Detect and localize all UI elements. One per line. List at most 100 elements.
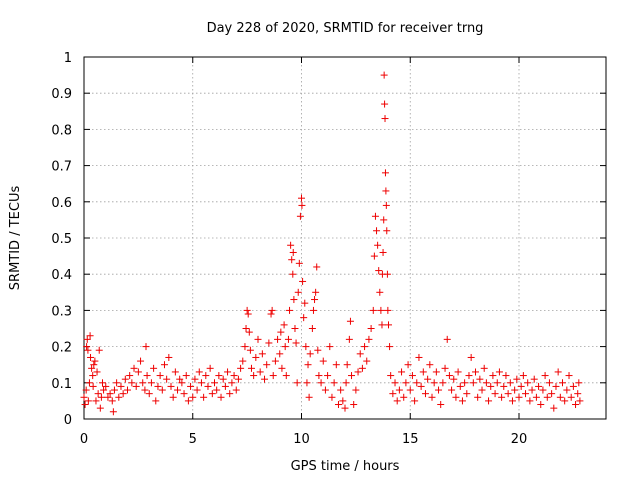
data-point (565, 372, 573, 380)
data-point (91, 357, 99, 365)
data-point (92, 397, 100, 405)
data-point (456, 382, 464, 390)
data-points (80, 71, 584, 416)
data-point (337, 386, 345, 394)
data-point (535, 382, 543, 390)
data-point (400, 393, 408, 401)
data-point (489, 372, 497, 380)
data-point (424, 375, 432, 383)
data-point (315, 372, 323, 380)
axis-ticks: 00.10.20.30.40.50.60.70.80.910 5 10 15 20 (51, 51, 606, 447)
data-point (304, 361, 312, 369)
data-point (478, 386, 486, 394)
data-point (299, 277, 307, 285)
data-point (330, 379, 338, 387)
data-point (296, 212, 304, 220)
data-point (311, 296, 319, 304)
data-point (461, 379, 469, 387)
data-point (345, 335, 353, 343)
data-point (239, 357, 247, 365)
data-point (288, 256, 296, 264)
data-point (89, 372, 97, 380)
data-point (519, 372, 527, 380)
data-point (88, 364, 96, 372)
data-point (121, 375, 129, 383)
data-point (242, 325, 250, 332)
data-point (100, 386, 108, 394)
data-point (230, 372, 238, 380)
data-point (228, 379, 236, 387)
data-point (548, 390, 556, 398)
data-point (379, 248, 387, 256)
data-point (204, 382, 212, 390)
data-point (156, 372, 164, 380)
data-point (485, 397, 493, 405)
data-point (293, 379, 301, 387)
data-point (445, 372, 453, 380)
data-point (90, 361, 98, 369)
data-point (237, 364, 245, 372)
data-point (482, 379, 490, 387)
data-point (252, 353, 260, 361)
data-point (282, 372, 290, 380)
data-point (280, 321, 288, 329)
data-point (361, 343, 369, 351)
data-point (395, 386, 403, 394)
data-point (380, 216, 388, 224)
data-point (404, 361, 412, 369)
data-point (95, 346, 103, 354)
data-point (415, 353, 423, 361)
data-point (545, 379, 553, 387)
data-point (278, 364, 286, 372)
data-point (480, 364, 488, 372)
data-point (206, 364, 214, 372)
data-point (389, 390, 397, 398)
x-tick-label: 20 (511, 432, 528, 447)
data-point (554, 368, 562, 376)
data-point (302, 343, 310, 351)
data-point (522, 390, 530, 398)
data-point (413, 379, 421, 387)
data-point (182, 372, 190, 380)
y-tick-label: 0.7 (51, 160, 72, 175)
data-point (289, 270, 297, 278)
data-point (256, 368, 264, 376)
data-point (375, 267, 383, 275)
data-point (180, 390, 188, 398)
data-point (184, 397, 192, 405)
data-point (341, 404, 349, 412)
data-point (152, 397, 160, 405)
data-point (469, 379, 477, 387)
data-point (191, 375, 199, 383)
data-point (574, 390, 582, 398)
data-point (350, 401, 358, 409)
data-point (550, 404, 558, 412)
data-point (511, 386, 519, 394)
data-point (506, 379, 514, 387)
data-point (187, 382, 195, 390)
data-point (513, 375, 521, 383)
data-point (382, 201, 390, 209)
data-point (106, 390, 114, 398)
data-point (269, 372, 277, 380)
data-point (142, 343, 150, 351)
data-point (504, 390, 512, 398)
y-tick-label: 0.2 (51, 341, 72, 356)
data-point (435, 386, 443, 394)
x-tick-label: 10 (293, 432, 310, 447)
data-point (306, 350, 314, 358)
data-point (448, 386, 456, 394)
data-point (246, 346, 254, 354)
data-point (298, 194, 305, 202)
data-point (163, 375, 171, 383)
data-point (219, 375, 227, 383)
data-point (500, 382, 508, 390)
data-point (241, 343, 249, 351)
data-point (352, 386, 360, 394)
data-point (85, 379, 93, 387)
data-point (96, 404, 104, 412)
data-point (130, 364, 138, 372)
data-point (303, 379, 311, 387)
data-point (314, 346, 322, 354)
